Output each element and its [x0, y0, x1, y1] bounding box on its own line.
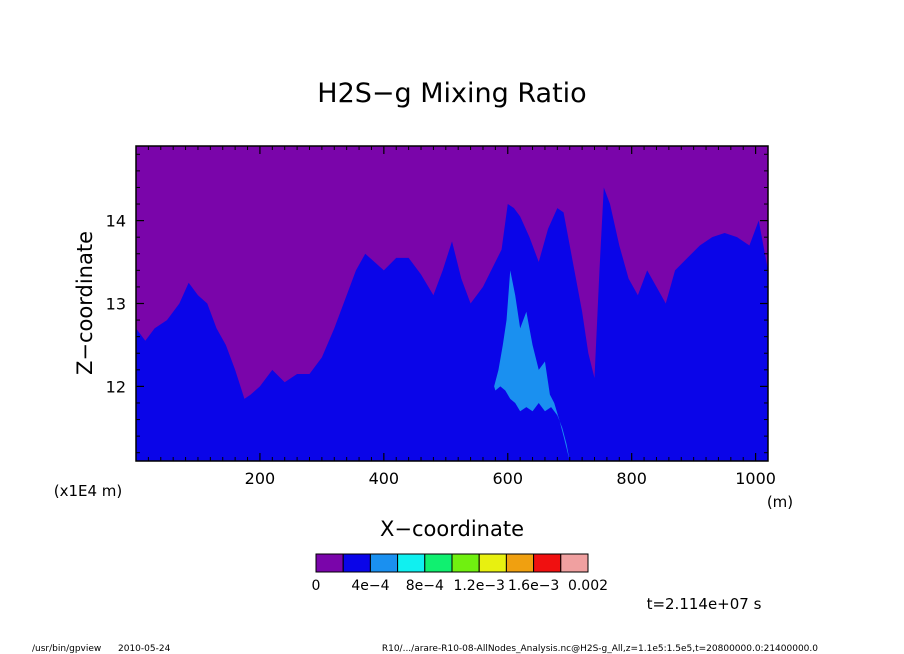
colorbar-swatch	[505, 553, 535, 573]
x-tick-label: 200	[245, 469, 276, 488]
x-axis-ticks: 200 400 600 800 1000	[147, 146, 776, 488]
colorbar-swatch	[369, 553, 399, 573]
y-scale-label: (x1E4 m)	[54, 482, 123, 500]
x-tick-label: 400	[369, 469, 400, 488]
colorbar-label: 1.2e−3	[453, 578, 505, 594]
colorbar-swatch	[478, 553, 507, 573]
colorbar-swatch	[533, 553, 562, 573]
colorbar: 0 4e−4 8e−4 1.2e−3 1.6e−3 0.002	[312, 553, 608, 594]
colorbar-label: 1.6e−3	[508, 578, 560, 594]
footer-source: R10/.../arare-R10-08-AllNodes_Analysis.n…	[382, 644, 818, 654]
x-tick-label: 600	[492, 469, 523, 488]
y-tick-label: 14	[106, 212, 126, 231]
colorbar-label: 4e−4	[351, 578, 389, 594]
y-axis-ticks: 12 13 14	[106, 153, 768, 454]
colorbar-swatch	[342, 553, 371, 573]
colorbar-label: 8e−4	[406, 578, 444, 594]
x-unit-label: (m)	[767, 493, 793, 511]
y-axis-label: Z−coordinate	[73, 231, 97, 375]
colorbar-label: 0.002	[568, 578, 608, 594]
time-label: t=2.114e+07 s	[647, 595, 762, 613]
colorbar-swatch	[315, 553, 344, 573]
footer-date: 2010-05-24	[118, 644, 171, 654]
y-tick-label: 13	[106, 295, 126, 314]
plot-area	[136, 146, 768, 461]
series-region-1	[136, 187, 768, 461]
colorbar-swatch	[397, 553, 426, 573]
x-tick-label: 800	[616, 469, 647, 488]
x-axis-label: X−coordinate	[380, 517, 524, 541]
colorbar-swatch	[560, 553, 589, 573]
footer-program: /usr/bin/gpview	[32, 644, 101, 654]
colorbar-swatch	[424, 553, 453, 573]
colorbar-swatch	[451, 553, 480, 573]
x-tick-label: 1000	[735, 469, 776, 488]
chart-title: H2S−g Mixing Ratio	[317, 78, 586, 109]
series-region-2	[494, 270, 570, 461]
y-tick-label: 12	[106, 377, 126, 396]
colorbar-label: 0	[312, 578, 321, 594]
